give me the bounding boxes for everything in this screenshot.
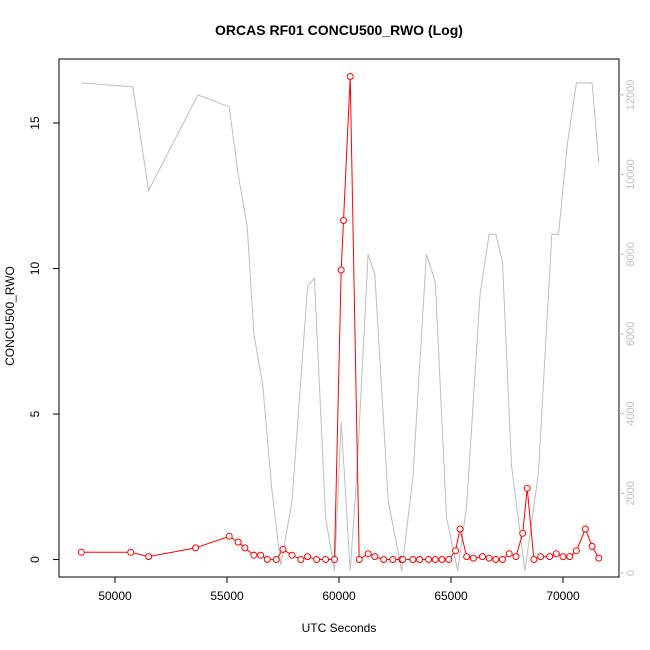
series-primary-point <box>566 553 574 561</box>
series-primary-point <box>595 554 603 562</box>
series-primary-point <box>297 556 305 563</box>
x-axis-label: UTC Seconds <box>302 621 377 635</box>
series-primary-point <box>127 548 135 556</box>
series-primary-point <box>530 556 538 563</box>
series-primary-point <box>505 550 513 558</box>
series-primary-point <box>279 545 287 553</box>
series-primary-point <box>355 556 363 563</box>
series-primary-point <box>337 266 345 274</box>
plot-area: 50000 55000 60000 65000 70000 0 5 10 15 0 2000 4000… <box>28 58 637 603</box>
series-primary-point <box>272 556 280 563</box>
y2-tick-label: 6000 <box>625 322 637 346</box>
series-primary-point <box>304 553 312 561</box>
y2-tick-label: 12000 <box>625 80 637 111</box>
series-primary-point <box>263 556 271 563</box>
series-primary-point <box>340 217 347 224</box>
series-primary-point <box>463 553 471 561</box>
series-primary-point <box>322 556 330 563</box>
series-primary-point <box>145 553 153 561</box>
series-primary-point <box>485 554 493 562</box>
series-primary-point <box>364 550 372 558</box>
series-primary-point <box>288 551 296 559</box>
series-primary-point <box>452 547 459 555</box>
y-tick-label: 15 <box>28 116 42 130</box>
series-primary-point <box>581 525 589 533</box>
series-primary-point <box>234 538 242 546</box>
y2-tick-label: 10000 <box>625 159 637 190</box>
y2-tick-label: 2000 <box>625 481 637 505</box>
y2-tick-label: 8000 <box>625 242 637 266</box>
x-tick-label: 60000 <box>322 589 356 603</box>
series-primary-point <box>438 556 446 563</box>
series-primary-point <box>512 553 520 561</box>
series-primary-point <box>313 556 321 563</box>
series-primary-point <box>77 548 85 556</box>
series-primary-point <box>225 532 233 540</box>
series-primary-point <box>445 556 453 563</box>
series-primary-point <box>552 550 560 558</box>
series-primary-point <box>371 553 379 561</box>
series-primary-point <box>519 529 527 537</box>
y-axis-label: CONCU500_RWO <box>3 266 17 366</box>
series-primary-point <box>380 556 388 563</box>
series-secondary-line <box>81 82 600 572</box>
y-tick-label: 0 <box>28 556 42 563</box>
series-primary-point <box>241 544 249 552</box>
series-primary-point <box>499 556 506 563</box>
x-tick-label: 70000 <box>546 589 580 603</box>
series-primary-point <box>456 525 464 533</box>
series-primary-point <box>478 553 486 561</box>
series-primary-point <box>523 484 531 492</box>
y-tick-label: 5 <box>28 410 42 417</box>
series-primary-point <box>416 556 424 563</box>
series-primary-point <box>389 556 397 563</box>
series-primary-point <box>399 556 407 563</box>
x-tick-label: 55000 <box>210 589 244 603</box>
series-primary-point <box>537 553 545 561</box>
series-primary-point <box>431 556 439 563</box>
x-tick-label: 65000 <box>434 589 468 603</box>
series-primary-point <box>192 544 200 552</box>
series-primary-point <box>257 551 265 559</box>
series-primary-point <box>469 554 477 562</box>
series-primary-point <box>409 556 417 563</box>
y2-tick-label: 0 <box>625 570 637 576</box>
series-primary-point <box>331 556 338 563</box>
series-primary-point <box>572 547 580 555</box>
series-primary-point <box>346 73 354 80</box>
chart-title: ORCAS RF01 CONCU500_RWO (Log) <box>215 22 463 38</box>
series-primary-point <box>492 556 500 563</box>
x-tick-label: 50000 <box>98 589 132 603</box>
y2-tick-label: 4000 <box>625 401 637 425</box>
y-tick-label: 10 <box>28 262 42 276</box>
series-primary-point <box>559 553 567 561</box>
series-primary-point <box>546 553 554 561</box>
series-primary-point <box>250 551 258 559</box>
series-primary-point <box>588 542 596 550</box>
series-primary-point <box>425 556 433 563</box>
